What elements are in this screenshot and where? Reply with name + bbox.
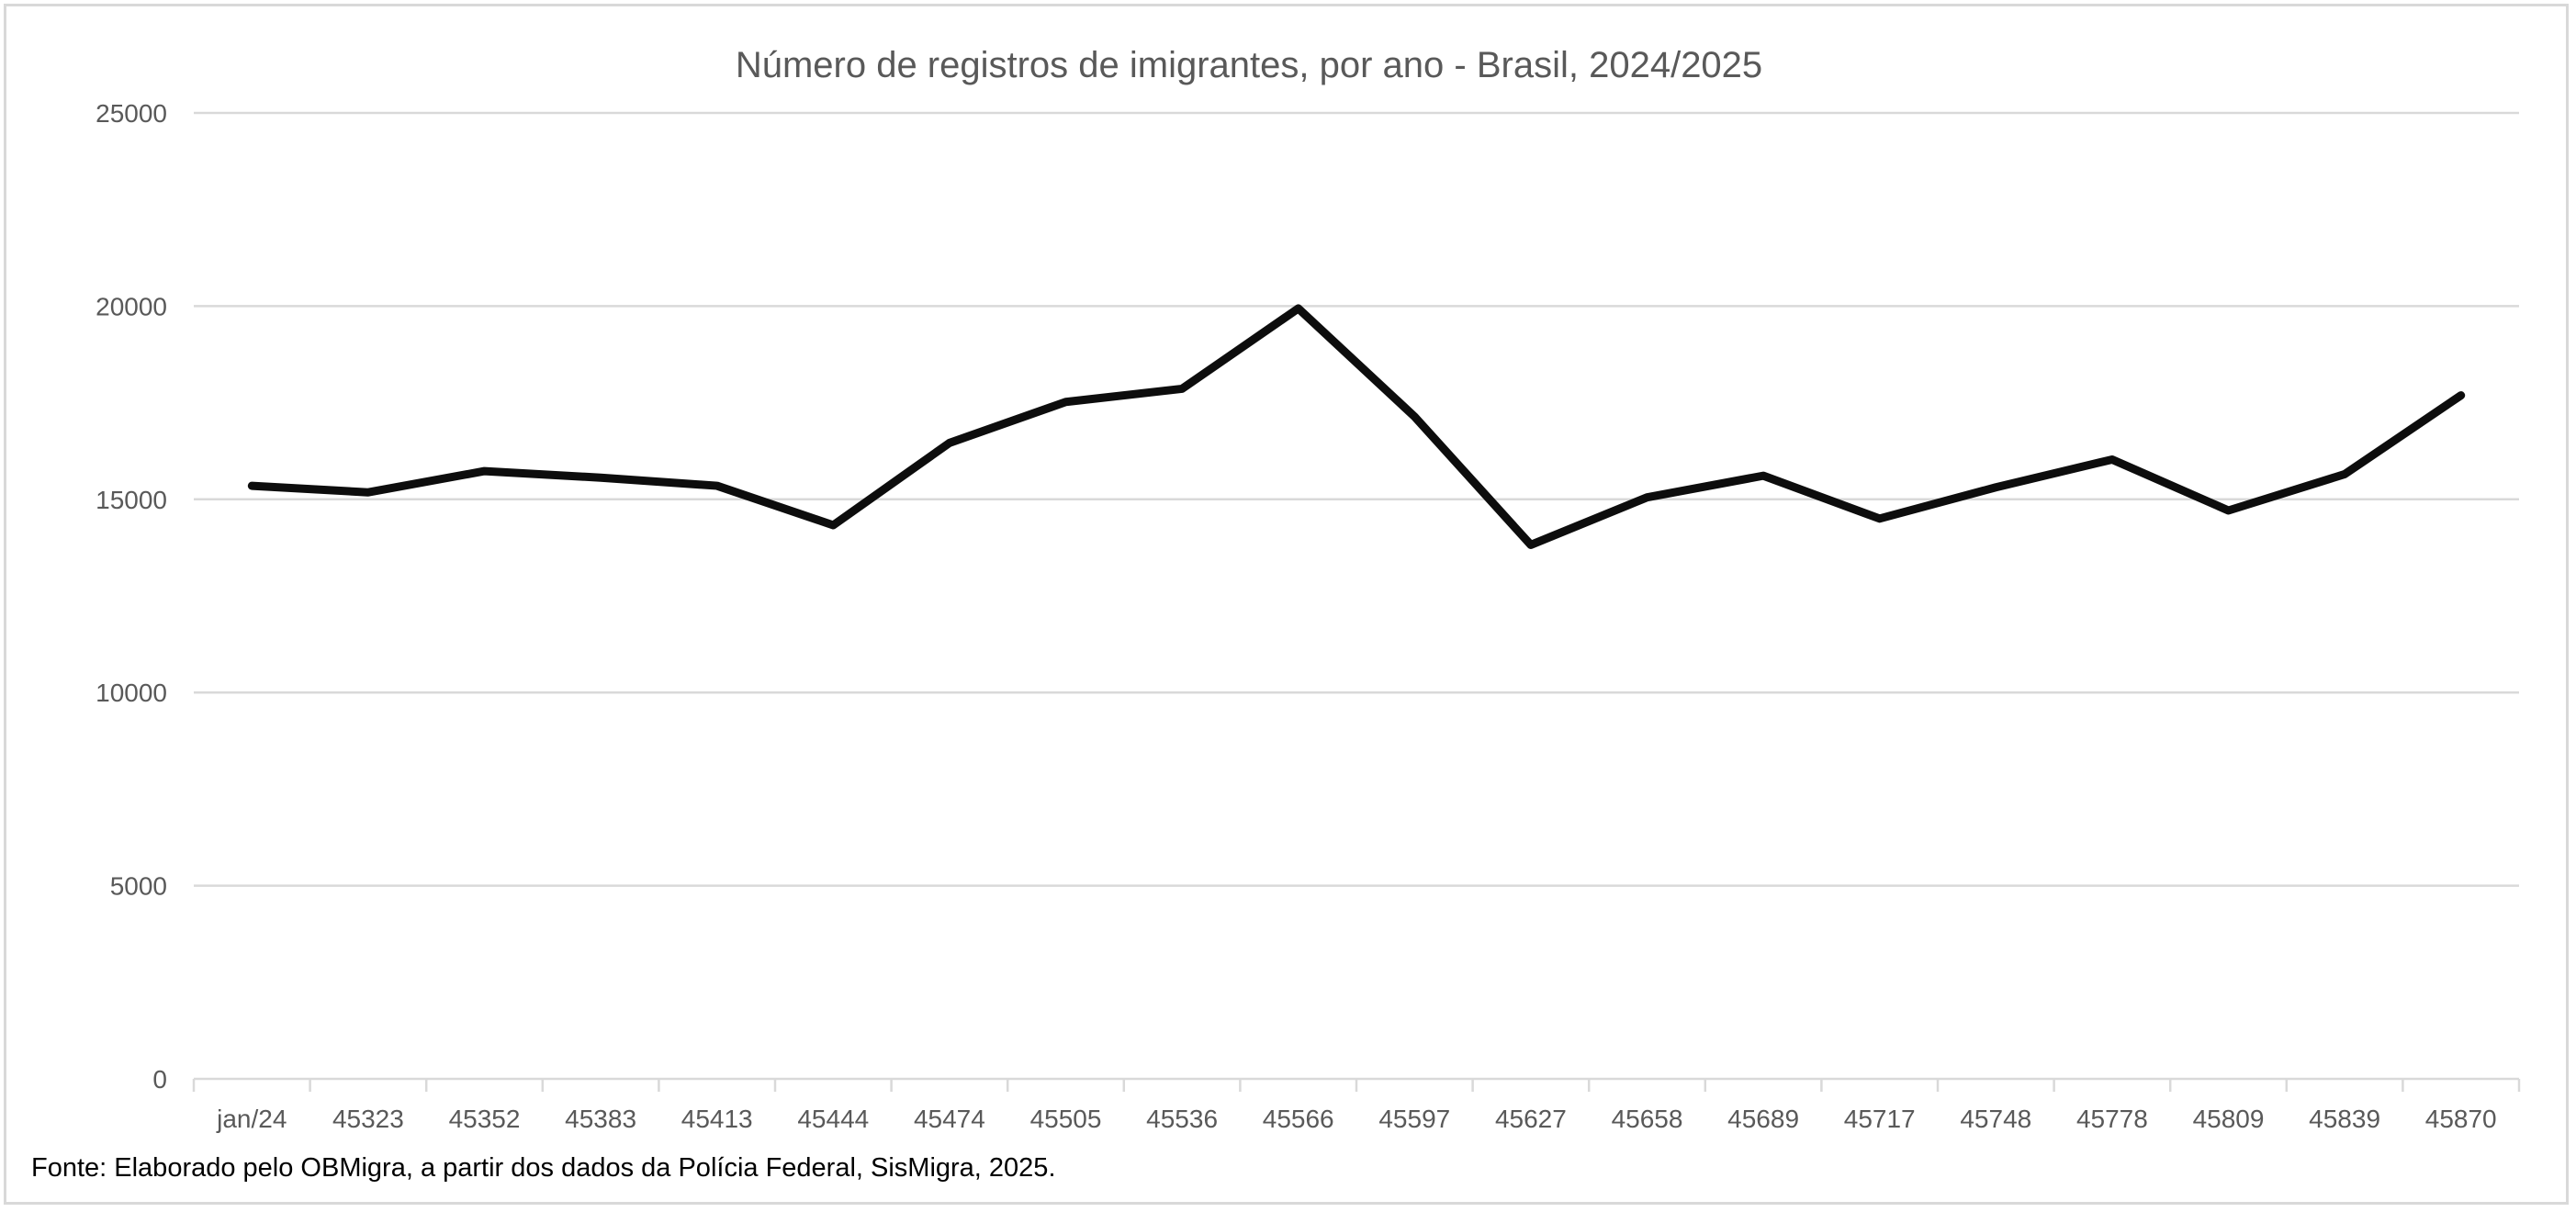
series-line bbox=[247, 304, 2466, 549]
y-tick-label: 25000 bbox=[96, 99, 167, 128]
x-tick-label: 45536 bbox=[1146, 1105, 1218, 1133]
chart-title: Número de registros de imigrantes, por a… bbox=[736, 45, 1762, 85]
y-tick-label: 0 bbox=[152, 1065, 167, 1094]
x-tick-label: 45474 bbox=[914, 1105, 985, 1133]
x-tick-label: 45658 bbox=[1612, 1105, 1683, 1133]
x-tick-label: 45597 bbox=[1378, 1105, 1450, 1133]
y-tick-label: 10000 bbox=[96, 679, 167, 707]
source-note: Fonte: Elaborado pelo OBMigra, a partir … bbox=[31, 1153, 1056, 1183]
x-tick-label: 45627 bbox=[1495, 1105, 1567, 1133]
x-tick-label: 45444 bbox=[797, 1105, 869, 1133]
x-tick-label: 45323 bbox=[332, 1105, 404, 1133]
x-tick-label: 45717 bbox=[1844, 1105, 1916, 1133]
x-tick-label: 45689 bbox=[1727, 1105, 1799, 1133]
x-tick-label: 45566 bbox=[1263, 1105, 1334, 1133]
y-tick-label: 15000 bbox=[96, 486, 167, 514]
x-tick-label: 45839 bbox=[2309, 1105, 2380, 1133]
x-tick-label: 45413 bbox=[681, 1105, 753, 1133]
x-tick-label: 45383 bbox=[565, 1105, 636, 1133]
chart-frame bbox=[4, 4, 2569, 1205]
y-tick-label: 20000 bbox=[96, 292, 167, 320]
x-tick-label: jan/24 bbox=[216, 1105, 287, 1133]
x-tick-label: 45748 bbox=[1960, 1105, 2031, 1133]
x-tick-label: 45352 bbox=[449, 1105, 521, 1133]
y-tick-label: 5000 bbox=[110, 872, 167, 901]
x-tick-label: 45778 bbox=[2076, 1105, 2148, 1133]
x-tick-label: 45809 bbox=[2193, 1105, 2265, 1133]
x-tick-label: 45505 bbox=[1030, 1105, 1102, 1133]
x-tick-label: 45870 bbox=[2425, 1105, 2497, 1133]
